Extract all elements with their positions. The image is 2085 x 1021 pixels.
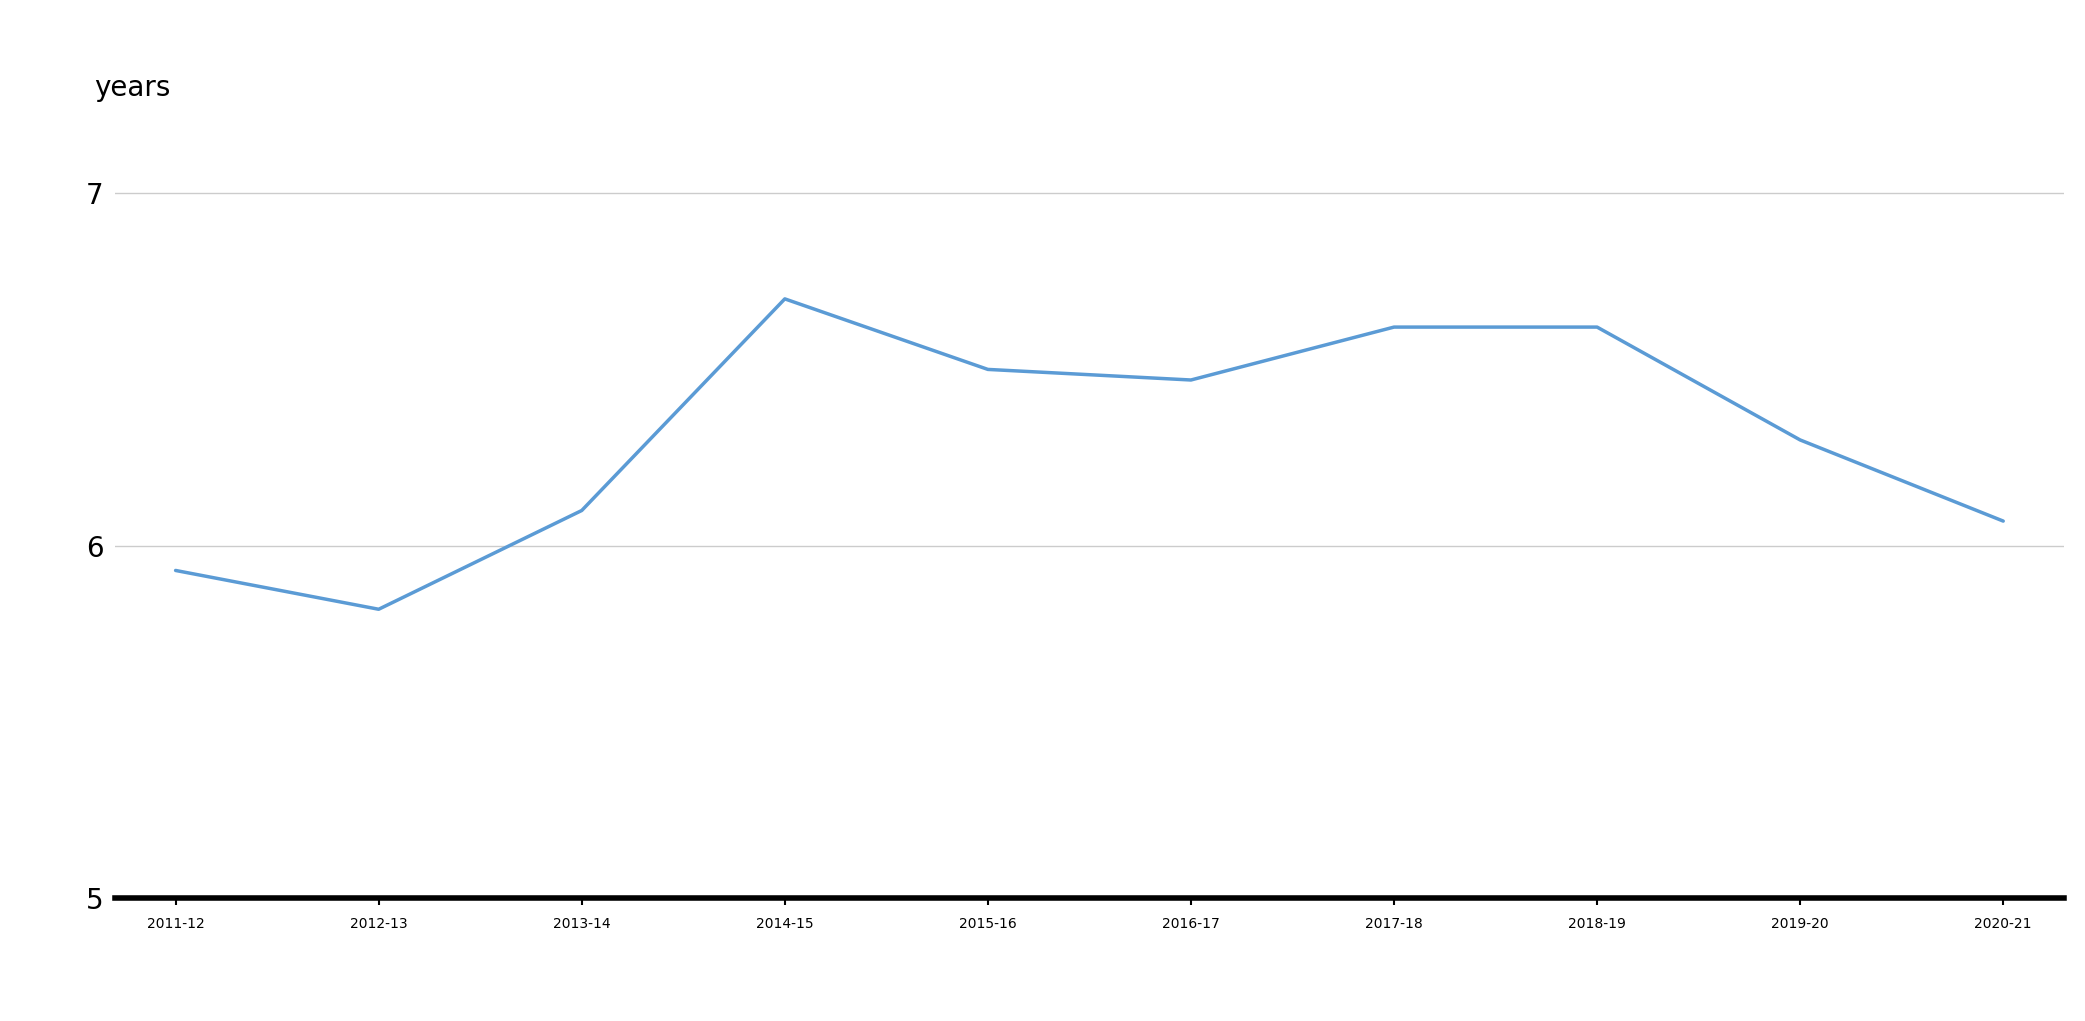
Text: years: years xyxy=(94,75,171,102)
